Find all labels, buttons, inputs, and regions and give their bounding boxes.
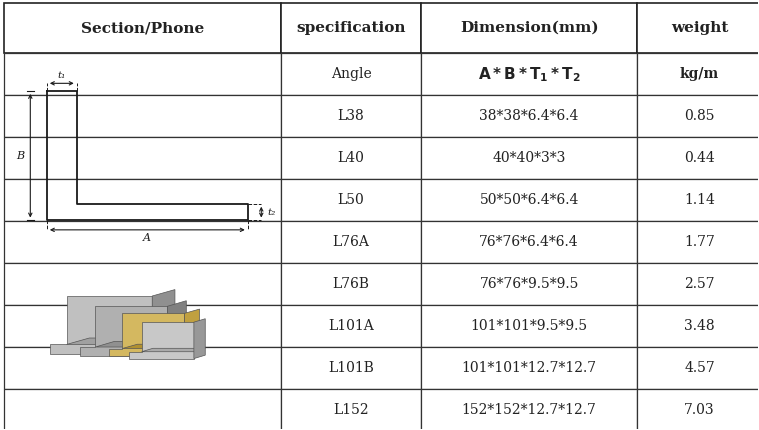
Bar [637,305,759,347]
Bar [637,53,759,95]
Text: 3.48: 3.48 [685,319,715,333]
Text: L152: L152 [333,403,369,418]
Polygon shape [142,348,205,352]
Polygon shape [67,338,175,344]
Text: Angle: Angle [331,68,371,81]
Bar [637,221,759,264]
Text: A: A [143,233,151,243]
Text: L50: L50 [338,194,364,207]
Bar [281,3,421,53]
Bar [281,221,421,264]
Bar [281,95,421,138]
Bar [637,3,759,53]
Bar [5,179,281,221]
Text: ges.trpyson.com: ges.trpyson.com [309,316,632,354]
Text: 101*101*12.7*12.7: 101*101*12.7*12.7 [461,362,597,375]
Bar [5,53,281,95]
Polygon shape [168,301,186,356]
Bar [637,347,759,390]
Bar [281,138,421,179]
Polygon shape [194,319,205,359]
Polygon shape [130,322,194,359]
Text: $\mathbf{A * B * T_1 * T_2}$: $\mathbf{A * B * T_1 * T_2}$ [478,65,581,84]
Text: 7.03: 7.03 [685,403,715,418]
Text: kg/m: kg/m [680,68,720,81]
Bar [421,347,637,390]
Text: Section/Phone: Section/Phone [81,21,204,35]
Text: Dimension(mm): Dimension(mm) [460,21,598,35]
Text: L76B: L76B [332,277,370,292]
Bar [421,3,637,53]
Text: t₁: t₁ [58,71,66,80]
Text: 38*38*6.4*6.4: 38*38*6.4*6.4 [480,109,579,123]
Polygon shape [109,313,184,356]
Polygon shape [96,341,186,347]
Bar [5,3,281,53]
Text: 76*76*6.4*6.4: 76*76*6.4*6.4 [480,236,579,249]
Bar [281,305,421,347]
Text: 50*50*6.4*6.4: 50*50*6.4*6.4 [480,194,579,207]
Bar [637,390,759,430]
Text: 101*101*9.5*9.5: 101*101*9.5*9.5 [471,319,587,333]
Bar [421,305,637,347]
Polygon shape [50,296,153,354]
Bar [281,179,421,221]
Text: 1.77: 1.77 [684,236,715,249]
Bar [281,53,421,95]
Text: L101B: L101B [328,362,374,375]
Text: B: B [16,151,24,161]
Text: 1.14: 1.14 [684,194,715,207]
Bar [421,53,637,95]
Bar [5,95,281,138]
Bar [637,138,759,179]
Bar [421,179,637,221]
Bar [5,264,281,305]
Polygon shape [184,309,200,356]
Text: 4.57: 4.57 [684,362,715,375]
Text: weight: weight [671,21,729,35]
Text: L76A: L76A [332,236,370,249]
Polygon shape [80,306,168,356]
Text: L40: L40 [338,151,364,166]
Bar [421,95,637,138]
Text: specification: specification [296,21,406,35]
Bar [421,221,637,264]
Text: 0.44: 0.44 [684,151,715,166]
Text: L101A: L101A [328,319,374,333]
Bar [281,390,421,430]
Text: 0.85: 0.85 [685,109,715,123]
Bar [5,347,281,390]
Bar [281,264,421,305]
Bar [637,264,759,305]
Bar [637,95,759,138]
Bar [5,138,281,179]
Bar [5,390,281,430]
Bar [281,347,421,390]
Text: 76*76*9.5*9.5: 76*76*9.5*9.5 [480,277,579,292]
Bar [421,264,637,305]
Text: L38: L38 [338,109,364,123]
Polygon shape [153,289,175,354]
Text: 2.57: 2.57 [685,277,715,292]
Bar [5,221,281,264]
Bar [637,179,759,221]
Bar [5,305,281,347]
Bar [421,390,637,430]
Text: 40*40*3*3: 40*40*3*3 [493,151,565,166]
Bar [421,138,637,179]
Polygon shape [122,344,200,348]
Text: 152*152*12.7*12.7: 152*152*12.7*12.7 [461,403,597,418]
Text: t₂: t₂ [267,208,276,217]
